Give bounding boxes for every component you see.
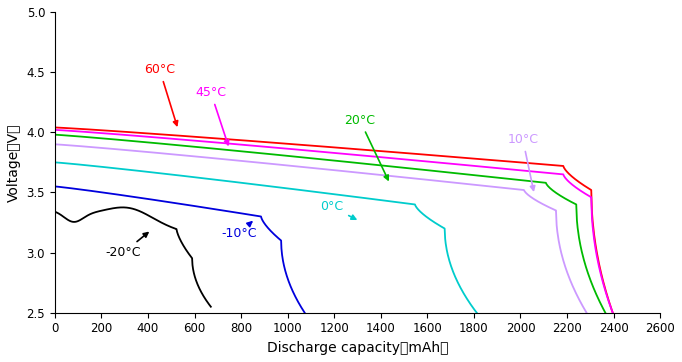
Text: 20°C: 20°C (344, 114, 388, 180)
Text: 0°C: 0°C (321, 201, 356, 219)
X-axis label: Discharge capacity（mAh）: Discharge capacity（mAh） (267, 341, 448, 355)
Text: 45°C: 45°C (195, 86, 228, 145)
Y-axis label: Voltage（V）: Voltage（V） (7, 123, 21, 202)
Text: -10°C: -10°C (221, 222, 256, 240)
Text: 10°C: 10°C (507, 133, 538, 190)
Text: 60°C: 60°C (144, 63, 178, 126)
Text: -20°C: -20°C (106, 233, 148, 259)
